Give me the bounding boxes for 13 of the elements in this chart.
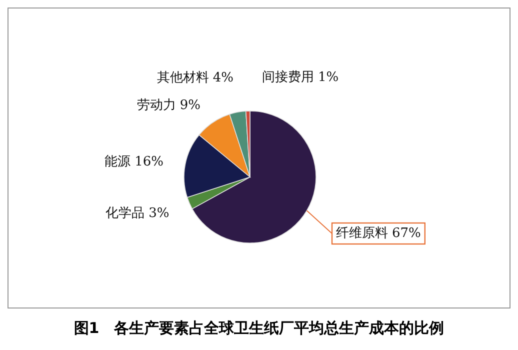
slice-label: 间接费用 (262, 70, 314, 85)
text: 图1 各生产要素占全球卫生纸厂平均总生产成本的比例 (74, 319, 444, 337)
data-label: 16% (134, 154, 164, 170)
data-label: 67% (392, 226, 421, 241)
slice-label: 化学品 (106, 206, 145, 221)
data-label: 4% (212, 70, 234, 86)
data-label: 9% (180, 98, 201, 114)
slice-label: 其他材料 (156, 70, 209, 86)
slice-label: 劳动力 (136, 98, 176, 114)
data-label: 3% (148, 206, 170, 221)
slice-label: 纤维原料 (336, 226, 388, 241)
slice-label: 能源 (104, 154, 131, 170)
data-label: 1% (318, 70, 339, 85)
